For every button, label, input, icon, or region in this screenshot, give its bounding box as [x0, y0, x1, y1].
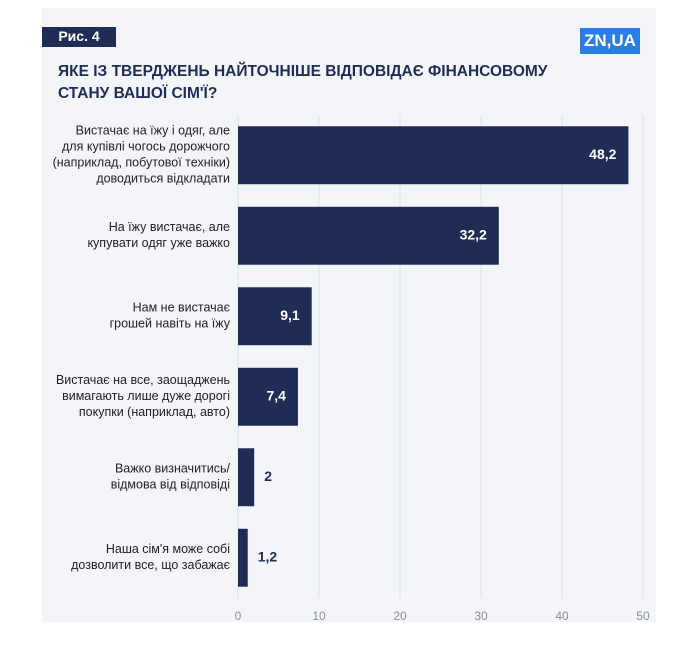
x-tick-label: 40: [555, 609, 569, 623]
x-tick-label: 50: [636, 609, 650, 623]
bar: [238, 206, 499, 265]
bar: [238, 126, 629, 185]
category-label: На їжу вистачає, але купувати одяг уже ва…: [87, 220, 230, 250]
value-label: 2: [264, 468, 272, 484]
x-tick-label: 10: [312, 609, 326, 623]
figure-label: Рис. 4: [58, 28, 100, 44]
x-tick-label: 0: [235, 609, 242, 623]
x-tick-label: 30: [474, 609, 488, 623]
bar: [238, 528, 248, 587]
category-label: Нам не вистачає грошей навіть на їжу: [110, 301, 231, 331]
chart-title: ЯКЕ ІЗ ТВЕРДЖЕНЬ НАЙТОЧНІШЕ ВІДПОВІДАЄ Ф…: [58, 62, 548, 102]
value-label: 1,2: [258, 548, 278, 564]
category-label: Наша сім'я може собі дозволити все, що за…: [71, 542, 231, 572]
bar: [238, 448, 255, 507]
category-label: Важко визначитись/відмова від відповіді: [111, 462, 231, 492]
x-tick-label: 20: [393, 609, 407, 623]
category-label: Вистачає на їжу і одяг, але для купівлі ч…: [53, 124, 230, 186]
value-label: 9,1: [280, 307, 300, 323]
value-label: 32,2: [460, 226, 487, 242]
value-label: 7,4: [266, 387, 286, 403]
value-label: 48,2: [589, 146, 616, 162]
logo: ZN,UA: [584, 31, 636, 50]
figure-badge: [42, 27, 116, 47]
card: [42, 8, 656, 622]
logo-box: [580, 28, 640, 54]
bar: [238, 287, 312, 346]
bar: [238, 367, 298, 426]
category-label: Вистачає на все, заощаджень вимагають лиш…: [56, 373, 230, 419]
